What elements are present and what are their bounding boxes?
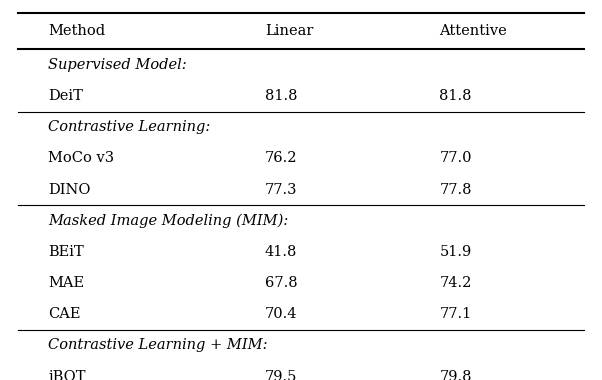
Text: 79.5: 79.5 [265,370,297,380]
Text: Supervised Model:: Supervised Model: [48,58,187,72]
Text: Method: Method [48,24,105,38]
Text: CAE: CAE [48,307,81,321]
Text: Linear: Linear [265,24,313,38]
Text: 77.0: 77.0 [439,152,472,165]
Text: 70.4: 70.4 [265,307,297,321]
Text: 77.8: 77.8 [439,183,472,196]
Text: 67.8: 67.8 [265,276,297,290]
Text: Masked Image Modeling (MIM):: Masked Image Modeling (MIM): [48,214,288,228]
Text: 81.8: 81.8 [265,89,297,103]
Text: Contrastive Learning:: Contrastive Learning: [48,120,211,134]
Text: 77.3: 77.3 [265,183,297,196]
Text: BEiT: BEiT [48,245,84,259]
Text: 81.8: 81.8 [439,89,472,103]
Text: 76.2: 76.2 [265,152,297,165]
Text: MoCo v3: MoCo v3 [48,152,114,165]
Text: Contrastive Learning + MIM:: Contrastive Learning + MIM: [48,339,268,352]
Text: MAE: MAE [48,276,84,290]
Text: iBOT: iBOT [48,370,85,380]
Text: 51.9: 51.9 [439,245,472,259]
Text: DINO: DINO [48,183,91,196]
Text: 79.8: 79.8 [439,370,472,380]
Text: DeiT: DeiT [48,89,83,103]
Text: 77.1: 77.1 [439,307,472,321]
Text: 74.2: 74.2 [439,276,472,290]
Text: Attentive: Attentive [439,24,507,38]
Text: 41.8: 41.8 [265,245,297,259]
